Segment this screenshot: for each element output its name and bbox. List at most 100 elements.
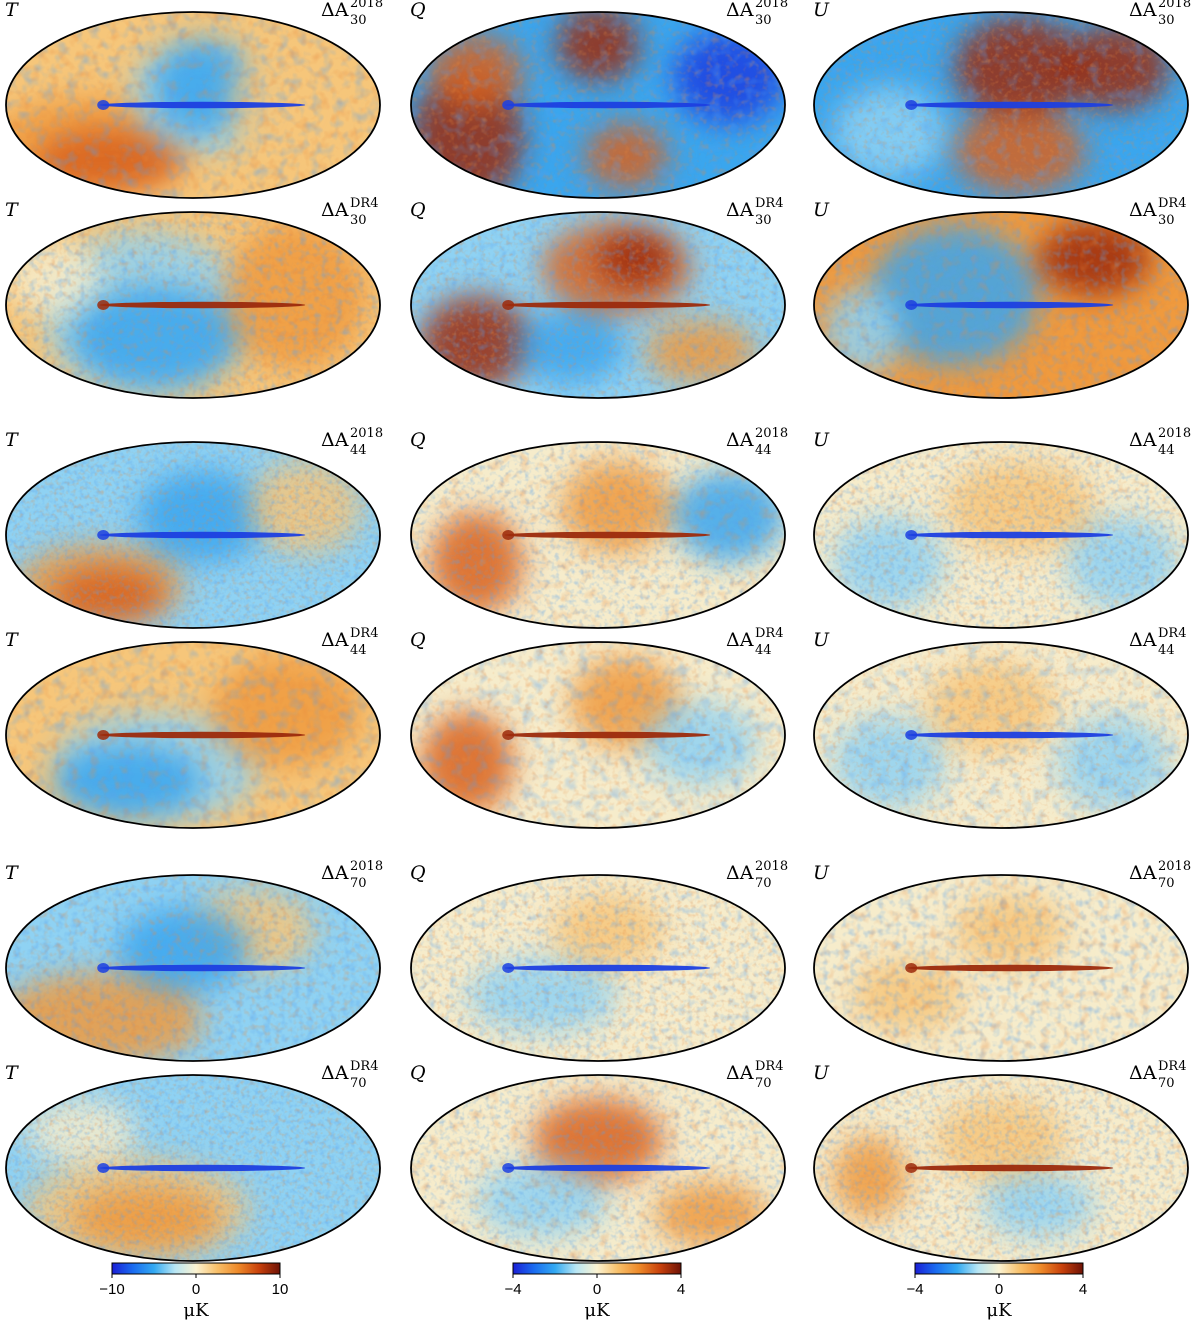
sky-map-70-2018-q: Q ΔA 2018 70 — [410, 859, 788, 1062]
colorbar-unit: μK — [986, 1300, 1012, 1321]
colorbar-max-tick: 4 — [1079, 1281, 1087, 1298]
release-superscript: 2018 — [350, 0, 383, 11]
frequency-subscript: 30 — [1158, 13, 1175, 28]
stokes-label: U — [813, 862, 830, 884]
sky-map-44-2018-t: T ΔA 2018 44 — [5, 426, 383, 629]
sky-map-30-2018-t: T ΔA 2018 30 — [5, 0, 383, 199]
stokes-label: T — [5, 199, 19, 221]
stokes-label: U — [813, 629, 830, 651]
release-superscript: DR4 — [1158, 196, 1186, 211]
frequency-subscript: 30 — [1158, 213, 1175, 228]
release-superscript: DR4 — [755, 626, 783, 641]
release-superscript: 2018 — [1158, 859, 1191, 874]
colorbar-max-tick: 10 — [272, 1281, 289, 1298]
colorbar-min-tick: −10 — [99, 1281, 124, 1298]
release-superscript: DR4 — [350, 196, 378, 211]
delta-symbol: ΔA — [1129, 429, 1157, 451]
release-superscript: DR4 — [755, 1059, 783, 1074]
map-label: ΔA 2018 30 — [726, 0, 788, 28]
delta-symbol: ΔA — [1129, 629, 1157, 651]
map-label: ΔA 2018 44 — [321, 426, 383, 458]
sky-map-30-2018-u: U ΔA 2018 30 — [813, 0, 1191, 199]
release-superscript: DR4 — [1158, 1059, 1186, 1074]
stokes-label: U — [813, 199, 830, 221]
frequency-subscript: 30 — [755, 213, 772, 228]
frequency-subscript: 44 — [350, 443, 367, 458]
sky-map-30-DR4-u: U ΔA DR4 30 — [813, 196, 1189, 399]
colorbar-gradient — [914, 1262, 1084, 1275]
colorbar-u: −4 0 4 μK — [906, 1262, 1087, 1321]
map-label: ΔA DR4 30 — [726, 196, 783, 228]
delta-symbol: ΔA — [726, 1062, 754, 1084]
stokes-label: T — [5, 1062, 19, 1084]
stokes-label: Q — [410, 429, 426, 451]
colorbar-mid-tick: 0 — [192, 1281, 200, 1298]
release-superscript: 2018 — [755, 426, 788, 441]
colorbar-t: −10 0 10 μK — [99, 1262, 289, 1321]
frequency-subscript: 70 — [755, 876, 772, 891]
sky-map-44-DR4-t: T ΔA DR4 44 — [5, 626, 381, 829]
frequency-subscript: 44 — [755, 643, 772, 658]
delta-symbol: ΔA — [726, 199, 754, 221]
frequency-subscript: 70 — [755, 1076, 772, 1091]
frequency-subscript: 44 — [1158, 643, 1175, 658]
frequency-subscript: 30 — [350, 213, 367, 228]
delta-symbol: ΔA — [321, 862, 349, 884]
sky-map-70-2018-u: U ΔA 2018 70 — [813, 859, 1191, 1062]
sky-map-70-DR4-u: U ΔA DR4 70 — [813, 1059, 1189, 1262]
stokes-label: U — [813, 429, 830, 451]
delta-symbol: ΔA — [321, 629, 349, 651]
colorbar-gradient — [512, 1262, 682, 1275]
sky-map-70-DR4-t: T ΔA DR4 70 — [5, 1059, 381, 1262]
stokes-label: Q — [410, 862, 426, 884]
map-label: ΔA DR4 30 — [321, 196, 378, 228]
frequency-subscript: 30 — [755, 13, 772, 28]
stokes-label: Q — [410, 629, 426, 651]
stokes-label: U — [813, 1062, 830, 1084]
stokes-label: Q — [410, 199, 426, 221]
colorbar-row: −10 0 10 μK −4 0 4 μK −4 0 4 μK — [99, 1262, 1087, 1321]
colorbar-unit: μK — [183, 1300, 209, 1321]
release-superscript: 2018 — [755, 859, 788, 874]
delta-symbol: ΔA — [321, 1062, 349, 1084]
colorbar-q: −4 0 4 μK — [504, 1262, 685, 1321]
delta-symbol: ΔA — [321, 429, 349, 451]
colorbar-max-tick: 4 — [677, 1281, 685, 1298]
delta-symbol: ΔA — [321, 199, 349, 221]
map-label: ΔA 2018 44 — [1129, 426, 1191, 458]
release-superscript: 2018 — [350, 426, 383, 441]
delta-symbol: ΔA — [1129, 199, 1157, 221]
frequency-subscript: 70 — [350, 1076, 367, 1091]
release-superscript: 2018 — [755, 0, 788, 11]
delta-symbol: ΔA — [726, 629, 754, 651]
map-label: ΔA DR4 30 — [1129, 196, 1186, 228]
stokes-label: T — [5, 0, 19, 21]
colorbar-mid-tick: 0 — [995, 1281, 1003, 1298]
sky-map-44-DR4-q: Q ΔA DR4 44 — [410, 626, 786, 829]
frequency-subscript: 70 — [1158, 876, 1175, 891]
sky-map-30-DR4-q: Q ΔA DR4 30 — [410, 196, 786, 399]
map-label: ΔA 2018 30 — [1129, 0, 1191, 28]
sky-map-70-DR4-q: Q ΔA DR4 70 — [410, 1059, 786, 1262]
colorbar-min-tick: −4 — [504, 1281, 521, 1298]
map-label: ΔA DR4 70 — [321, 1059, 378, 1091]
frequency-subscript: 44 — [1158, 443, 1175, 458]
release-superscript: DR4 — [755, 196, 783, 211]
map-label: ΔA 2018 30 — [321, 0, 383, 28]
map-label: ΔA DR4 44 — [321, 626, 378, 658]
map-label: ΔA 2018 44 — [726, 426, 788, 458]
colorbar-min-tick: −4 — [906, 1281, 923, 1298]
sky-map-44-DR4-u: U ΔA DR4 44 — [813, 626, 1189, 829]
delta-symbol: ΔA — [726, 0, 754, 21]
map-label: ΔA 2018 70 — [321, 859, 383, 891]
colorbar-gradient — [111, 1262, 281, 1275]
map-label: ΔA DR4 44 — [726, 626, 783, 658]
sky-map-70-2018-t: T ΔA 2018 70 — [5, 859, 383, 1062]
stokes-label: T — [5, 429, 19, 451]
sky-map-30-DR4-t: T ΔA DR4 30 — [5, 196, 381, 399]
delta-symbol: ΔA — [321, 0, 349, 21]
map-label: ΔA DR4 44 — [1129, 626, 1186, 658]
sky-map-30-2018-q: Q ΔA 2018 30 — [410, 0, 788, 199]
